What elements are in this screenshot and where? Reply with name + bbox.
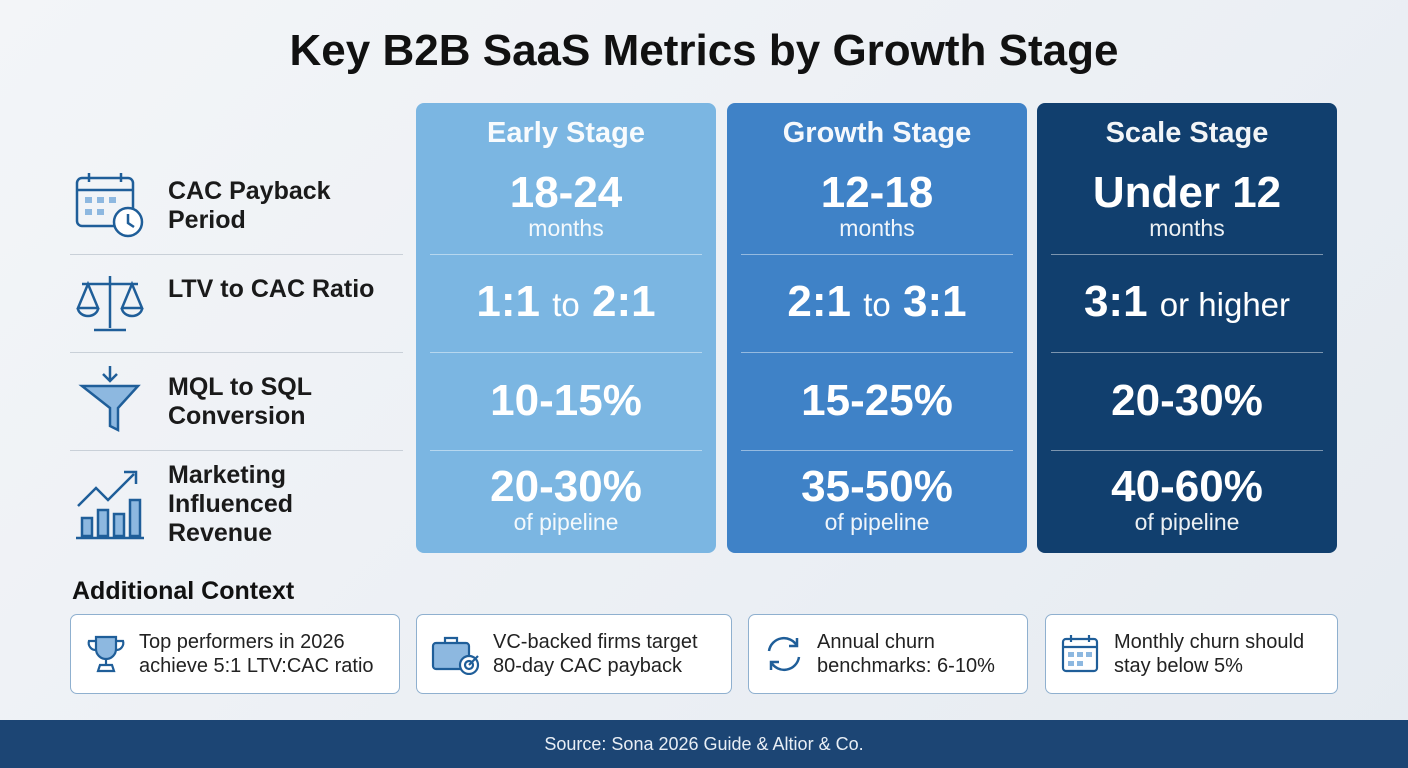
metric-label: LTV to CAC Ratio	[168, 275, 375, 303]
metric-label: CAC Payback Period	[168, 177, 331, 234]
briefcase-icon	[431, 636, 480, 675]
cell-value: 10-15%	[490, 376, 642, 425]
ratio-high: 3:1	[903, 276, 967, 326]
cell-value: 18-24	[509, 168, 623, 217]
divider	[1051, 254, 1323, 255]
metric-cell: 10-15%	[416, 352, 716, 450]
cell-value: 20-30%	[1111, 376, 1263, 425]
cell-value: 15-25%	[801, 376, 953, 425]
metric-cell: 15-25%	[727, 352, 1027, 450]
metric-cell: 18-24 months	[416, 156, 716, 254]
divider	[70, 450, 403, 451]
cell-value: 12-18	[820, 168, 934, 217]
ratio-joiner: to	[552, 285, 580, 323]
divider	[430, 352, 702, 353]
divider	[430, 254, 702, 255]
ratio-low: 2:1	[787, 276, 851, 326]
calendar-icon	[75, 173, 144, 238]
cell-unit: months	[528, 215, 604, 241]
stage-column: Growth Stage 12-18 months 2:1 to 3:1 15-25% 3…	[727, 103, 1027, 553]
scale-icon	[76, 276, 144, 332]
trophy-icon	[87, 635, 125, 673]
ratio-low: 1:1	[476, 276, 540, 326]
divider	[741, 450, 1013, 451]
ratio: 1:1 to 2:1	[476, 276, 656, 328]
cell-value: 35-50%	[801, 462, 953, 511]
context-text: VC-backed firms target 80-day CAC paybac…	[493, 631, 698, 677]
metric-cell: 2:1 to 3:1	[727, 254, 1027, 352]
ratio-joiner: or higher	[1159, 285, 1291, 323]
growth-icon	[76, 470, 144, 540]
divider	[1051, 352, 1323, 353]
cell-unit: of pipeline	[824, 509, 930, 535]
metric-cell: 20-30%	[1037, 352, 1337, 450]
cell-value: 20-30%	[490, 462, 642, 511]
cell-unit: of pipeline	[513, 509, 619, 535]
metric-label: MQL to SQL Conversion	[168, 373, 312, 430]
refresh-icon	[767, 636, 801, 672]
cell-unit: months	[1149, 215, 1225, 241]
divider	[70, 254, 403, 255]
title: Key B2B SaaS Metrics by Growth Stage	[289, 26, 1119, 75]
ratio-low: 3:1	[1083, 276, 1148, 326]
divider	[430, 450, 702, 451]
source-footer: Source: Sona 2026 Guide & Altior & Co.	[0, 720, 1408, 768]
context-card: Monthly churn should stay below 5%	[1045, 614, 1338, 694]
context-card: Annual churn benchmarks: 6-10%	[748, 614, 1028, 694]
metric-cell: 35-50% of pipeline	[727, 450, 1027, 548]
context-text: Top performers in 2026 achieve 5:1 LTV:C…	[139, 631, 374, 677]
context-text: Annual churn benchmarks: 6-10%	[817, 631, 995, 677]
divider	[741, 352, 1013, 353]
metric-cell: 1:1 to 2:1	[416, 254, 716, 352]
context-card: Top performers in 2026 achieve 5:1 LTV:C…	[70, 614, 400, 694]
metric-cell: Under 12 months	[1037, 156, 1337, 254]
context-text: Monthly churn should stay below 5%	[1114, 631, 1305, 677]
divider	[741, 254, 1013, 255]
ratio-high: 2:1	[592, 276, 656, 326]
cell-unit: months	[839, 215, 915, 241]
stage-header: Scale Stage	[1105, 117, 1269, 149]
calendar-icon	[1061, 635, 1099, 673]
context-title: Additional Context	[72, 577, 295, 605]
metric-cell: 3:1 or higher	[1037, 254, 1337, 352]
cell-value: Under 12	[1092, 168, 1282, 217]
divider	[1051, 450, 1323, 451]
metric-cell: 20-30% of pipeline	[416, 450, 716, 548]
ratio-joiner: to	[863, 285, 891, 323]
metric-label: Marketing Influenced Revenue	[168, 461, 294, 547]
ratio: 3:1 or higher	[1083, 276, 1291, 328]
funnel-icon	[78, 366, 141, 433]
metric-cell: 12-18 months	[727, 156, 1027, 254]
metric-cell: 40-60% of pipeline	[1037, 450, 1337, 548]
ratio: 2:1 to 3:1	[787, 276, 967, 328]
stage-column: Early Stage 18-24 months 1:1 to 2:1 10-15% 20…	[416, 103, 716, 553]
divider	[70, 352, 403, 353]
stage-header: Early Stage	[487, 117, 645, 149]
stage-header: Growth Stage	[782, 117, 972, 149]
cell-value: 40-60%	[1111, 462, 1263, 511]
context-card: VC-backed firms target 80-day CAC paybac…	[416, 614, 732, 694]
cell-unit: of pipeline	[1134, 509, 1240, 535]
stage-column: Scale Stage Under 12 months 3:1 or higher 20…	[1037, 103, 1337, 553]
